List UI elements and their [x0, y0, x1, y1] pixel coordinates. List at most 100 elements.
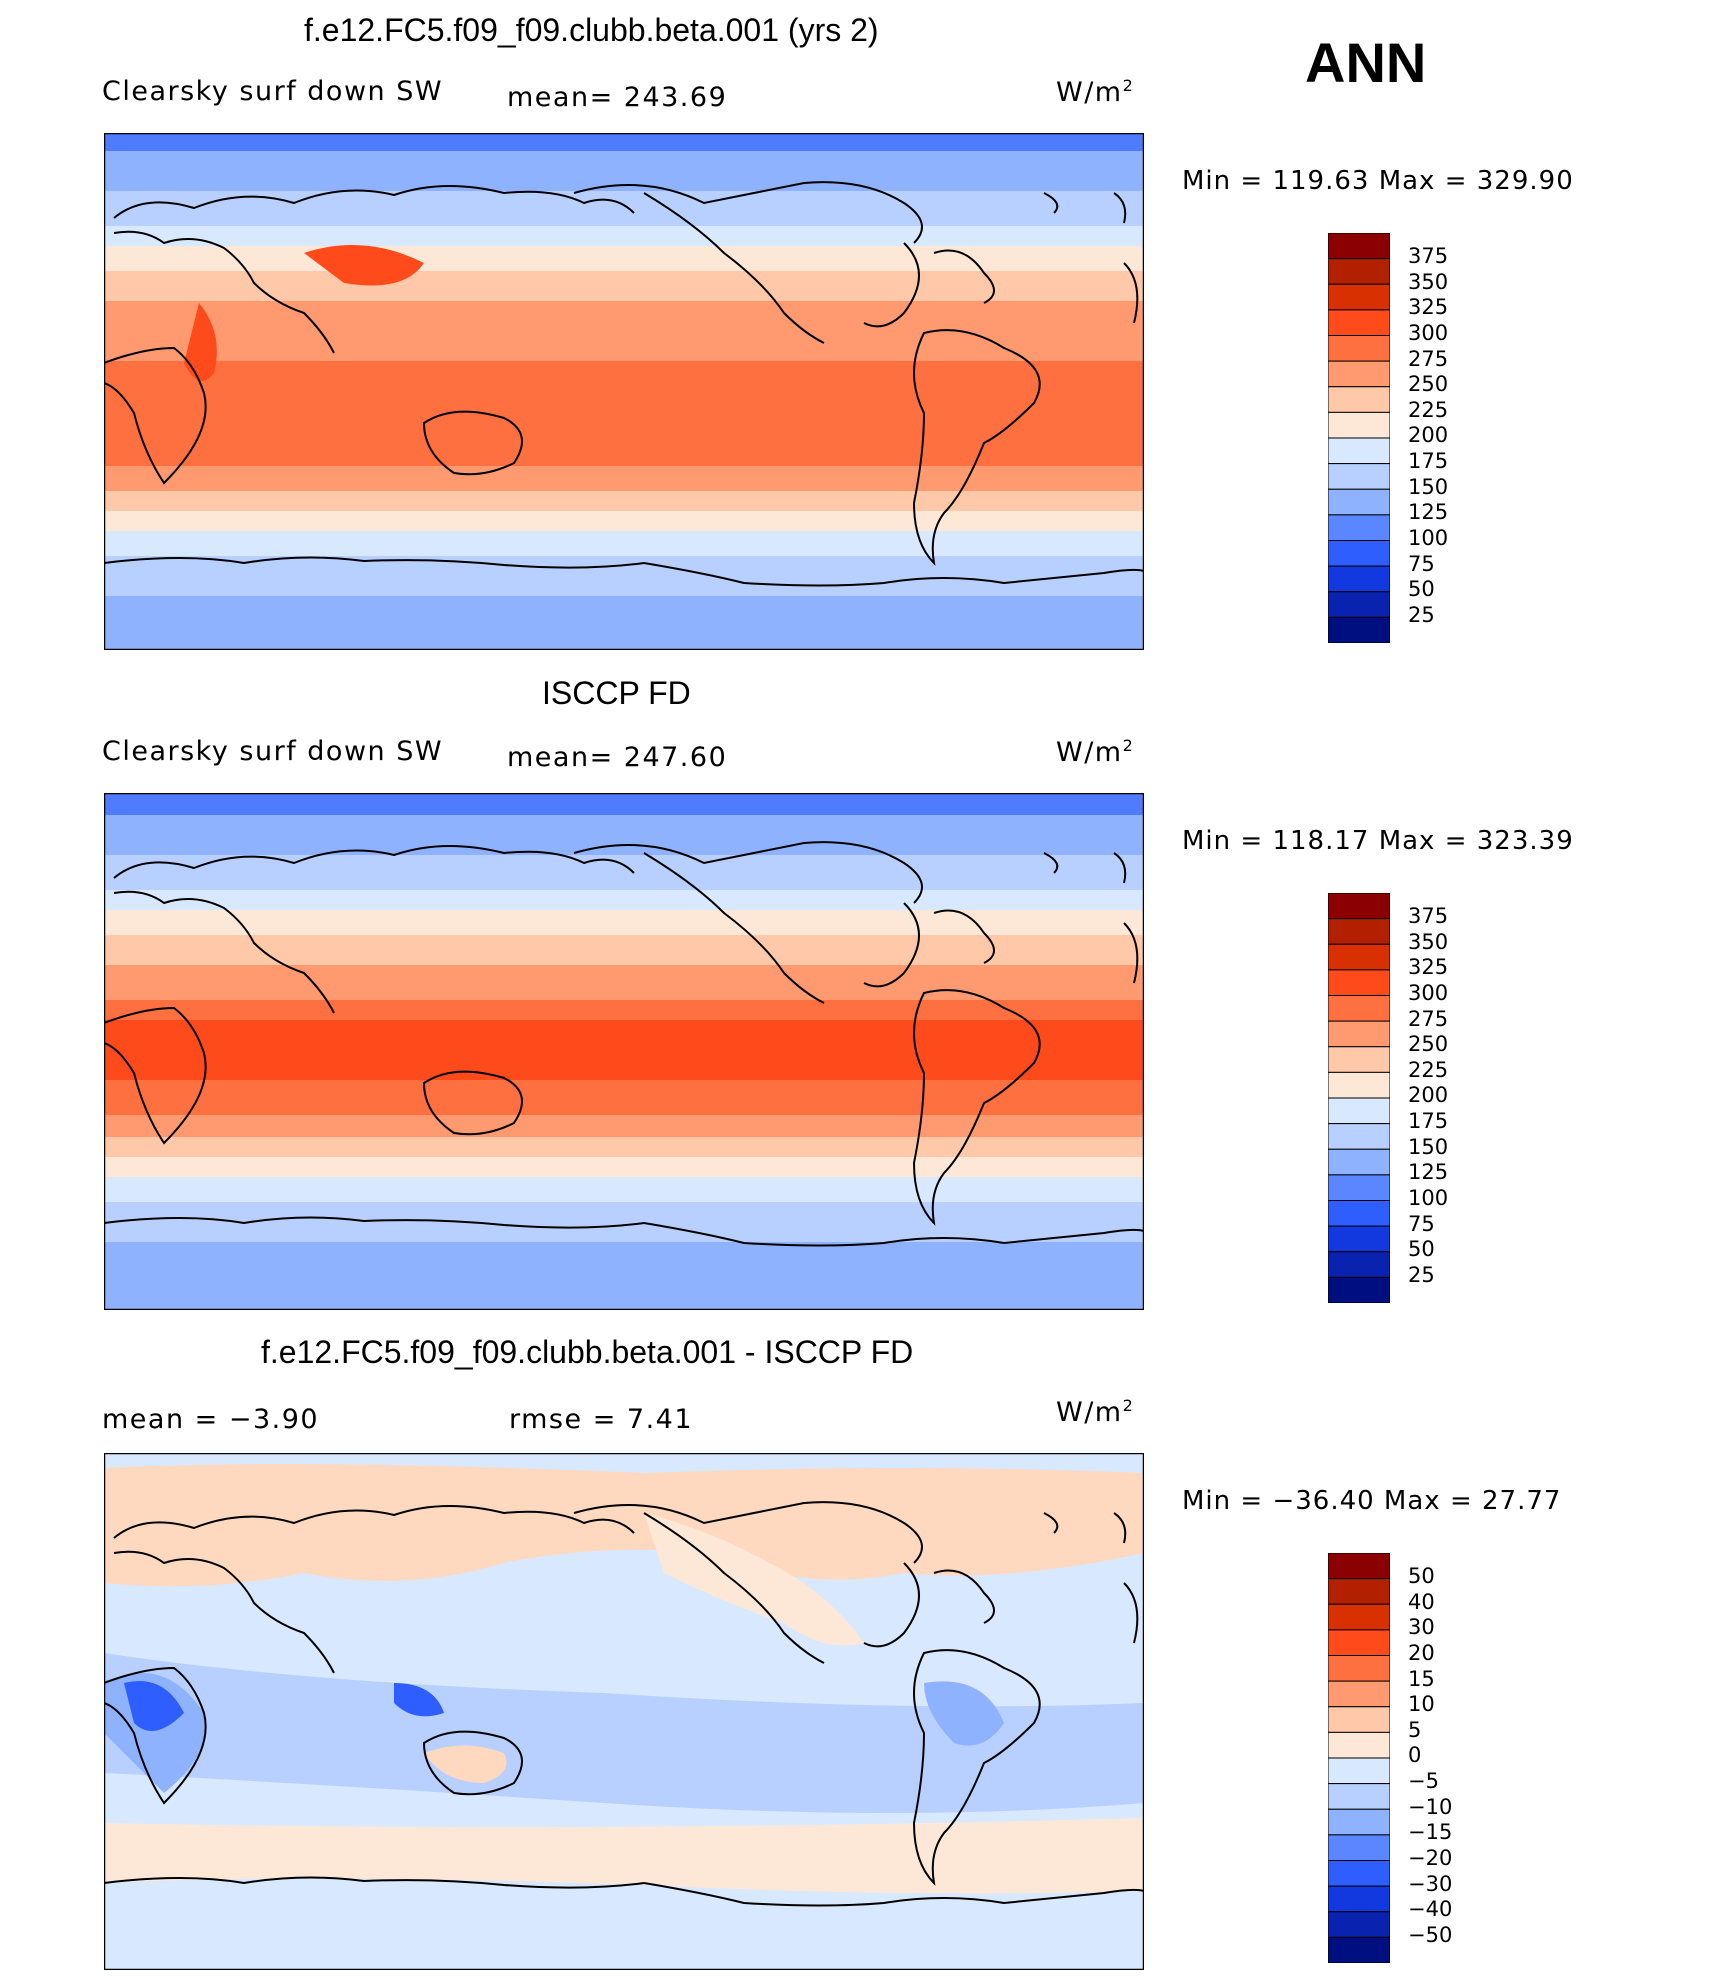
colorbar-tick-label: −30	[1408, 1871, 1453, 1896]
panel3-units: W/m2	[1056, 1396, 1134, 1428]
colorbar-tick-label: 20	[1408, 1640, 1435, 1665]
colorbar-swatch	[1327, 360, 1391, 388]
diff-indonesia	[394, 1683, 444, 1717]
colorbar-tick-label: 250	[1408, 1032, 1449, 1057]
colorbar-swatch	[1327, 1731, 1391, 1759]
colorbar-tick-label: 325	[1408, 295, 1449, 320]
panel1-map-svg	[104, 133, 1144, 650]
band-midcool-north	[104, 890, 1144, 910]
colorbar-tick-label: 250	[1408, 372, 1449, 397]
colorbar-swatch	[1327, 1629, 1391, 1656]
panel1-frame	[104, 133, 1144, 650]
panel3-colorbar-svg	[1327, 1552, 1391, 1964]
colorbar-swatch	[1327, 488, 1391, 516]
colorbar-swatch	[1327, 1123, 1391, 1150]
band-warm-south	[104, 466, 1144, 491]
colorbar-swatch	[1327, 1860, 1391, 1887]
hotspot-africa	[184, 303, 217, 381]
colorbar-swatch	[1327, 616, 1391, 644]
colorbar-tick-label: 30	[1408, 1615, 1435, 1640]
band-subpolar-south	[104, 596, 1144, 650]
panel1-units: W/m2	[1056, 76, 1134, 108]
colorbar-swatch	[1327, 1808, 1391, 1836]
colorbar-tick-label: 225	[1408, 397, 1449, 422]
band-midcool-south	[104, 531, 1144, 556]
band-mid-south	[104, 511, 1144, 531]
colorbar-swatch	[1327, 540, 1391, 567]
band-warm-north	[104, 965, 1144, 1000]
colorbar-tick-label: 125	[1408, 500, 1449, 525]
colorbar-swatch	[1327, 1655, 1391, 1682]
band-warm-north	[104, 301, 1144, 361]
panel1-minmax: Min = 119.63 Max = 329.90	[1182, 166, 1574, 196]
panel2-map-svg	[104, 793, 1144, 1310]
colorbar-swatch	[1327, 1174, 1391, 1201]
colorbar-swatch	[1327, 232, 1391, 260]
colorbar-tick-label: 150	[1408, 1134, 1449, 1159]
units-text: W/m	[1056, 1397, 1123, 1428]
colorbar-swatch	[1327, 1046, 1391, 1073]
panel1-map	[104, 133, 1144, 650]
units-sup: 2	[1122, 736, 1135, 755]
band-mid-north	[104, 246, 1144, 271]
colorbar-swatch	[1327, 1578, 1391, 1605]
panel3-colorbar	[1327, 1552, 1391, 1968]
colorbar-swatch	[1327, 1097, 1391, 1125]
band-mid-north	[104, 910, 1144, 935]
band-tropic	[104, 361, 1144, 466]
band-midcool-north	[104, 226, 1144, 246]
panel1-colorbar	[1327, 232, 1391, 648]
colorbar-tick-label: 200	[1408, 423, 1449, 448]
colorbar-swatch	[1327, 514, 1391, 541]
colorbar-tick-label: −50	[1408, 1922, 1453, 1947]
colorbar-tick-label: −40	[1408, 1897, 1453, 1922]
colorbar-swatch	[1327, 437, 1391, 465]
band-highlat-north	[104, 855, 1144, 890]
panel1-mean: mean= 243.69	[507, 82, 728, 113]
colorbar-swatch	[1327, 943, 1391, 971]
colorbar-tick-label: 375	[1408, 904, 1449, 928]
colorbar-swatch	[1327, 995, 1391, 1022]
coastlines	[104, 181, 1144, 587]
panel2-units: W/m2	[1056, 736, 1134, 768]
colorbar-tick-label: 50	[1408, 1237, 1435, 1262]
band-hot	[104, 1020, 1144, 1080]
colorbar-tick-label: 225	[1408, 1057, 1449, 1082]
panel3-title: f.e12.FC5.f09_f09.clubb.beta.001 - ISCCP…	[261, 1334, 914, 1370]
band-tropic-south	[104, 1080, 1144, 1115]
band-highlat-south	[104, 1202, 1144, 1242]
colorbar-tick-label: 350	[1408, 269, 1449, 294]
panel3-frame	[104, 1453, 1144, 1970]
panel1-title: f.e12.FC5.f09_f09.clubb.beta.001 (yrs 2)	[304, 12, 879, 48]
season-label: ANN	[1305, 31, 1427, 94]
colorbar-tick-label: 100	[1408, 1185, 1449, 1210]
colorbar-swatch	[1327, 1251, 1391, 1278]
colorbar-swatch	[1327, 1071, 1391, 1099]
band-highlat-north	[104, 191, 1144, 226]
diff-tropic-band	[104, 1653, 1144, 1813]
colorbar-tick-label: 25	[1408, 1262, 1435, 1287]
band-subtrop-north	[104, 271, 1144, 301]
colorbar-swatch	[1327, 1020, 1391, 1048]
band-subtrop-south	[104, 1137, 1144, 1157]
diff-northamerica	[644, 1513, 864, 1646]
panel3-map-svg	[104, 1453, 1144, 1970]
panel2-variable-label: Clearsky surf down SW	[102, 736, 444, 767]
colorbar-tick-label: −20	[1408, 1845, 1453, 1870]
units-text: W/m	[1056, 77, 1123, 108]
colorbar-swatch	[1327, 565, 1391, 593]
coastlines	[104, 1501, 1144, 1907]
panel3-minmax: Min = −36.40 Max = 27.77	[1182, 1486, 1562, 1516]
panel2-minmax: Min = 118.17 Max = 323.39	[1182, 826, 1574, 856]
coastlines	[104, 841, 1144, 1247]
colorbar-swatch	[1327, 1757, 1391, 1785]
panel2-mean: mean= 247.60	[507, 742, 728, 773]
units-sup: 2	[1122, 76, 1135, 95]
colorbar-swatch	[1327, 1603, 1391, 1631]
colorbar-swatch	[1327, 335, 1391, 362]
colorbar-tick-label: 175	[1408, 449, 1449, 473]
colorbar-tick-label: 75	[1408, 551, 1435, 576]
band-midcool-south	[104, 1177, 1144, 1202]
colorbar-tick-label: 5	[1408, 1717, 1422, 1742]
colorbar-tick-label: 50	[1408, 577, 1435, 602]
